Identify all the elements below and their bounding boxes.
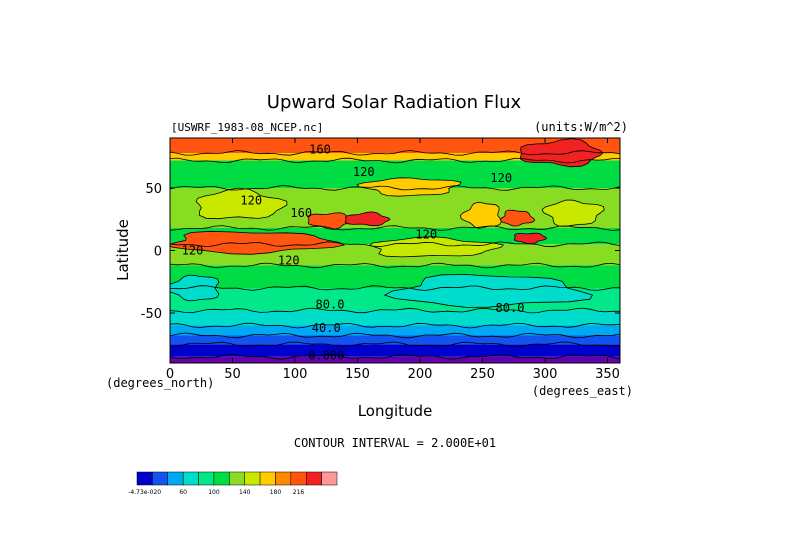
heatmap-patch	[344, 211, 391, 227]
colorbar-swatch	[152, 471, 169, 486]
contour-line	[170, 150, 620, 156]
contour-line	[170, 332, 620, 339]
contour-line	[170, 307, 620, 314]
contour-line	[170, 262, 620, 269]
colorbar-swatch	[290, 471, 307, 486]
contour-label: 120	[415, 227, 437, 241]
dataset-label: [USWRF_1983-08_NCEP.nc]	[171, 121, 323, 134]
heatmap-band	[170, 138, 620, 153]
contour-label: 120	[182, 244, 204, 258]
heatmap-patch	[383, 274, 594, 308]
heatmap-patch	[499, 209, 536, 227]
colorbar-tick-label: 100	[208, 489, 220, 496]
heatmap-band	[170, 335, 620, 345]
colorbar-tick-label: -4.73e-020	[128, 489, 161, 496]
contour-label: 80.0	[496, 301, 525, 315]
y-tick-label: 50	[145, 182, 162, 197]
colorbar-swatch	[305, 471, 322, 486]
heatmap-patch	[541, 199, 605, 227]
colorbar-swatch	[198, 471, 215, 486]
contour-line	[170, 225, 620, 231]
heatmap-patch	[195, 187, 288, 220]
contour-label: 40.0	[312, 321, 341, 335]
y-tick-label: -50	[141, 307, 162, 322]
colorbar-tick-label: 60	[179, 489, 187, 496]
contour-label: 120	[278, 254, 300, 268]
x-tick-label: 150	[345, 367, 370, 382]
y-axis-ticks: 50 0 -50	[141, 182, 620, 322]
contour-label: 120	[240, 194, 262, 208]
heatmap-patch	[170, 274, 220, 302]
heatmap-band	[170, 344, 620, 357]
x-axis-label: Longitude	[358, 402, 433, 420]
colorbar-labels: -4.73e-020 60 100 140 180 216	[128, 489, 304, 496]
colorbar-swatch	[182, 471, 199, 486]
contour-line	[170, 157, 620, 164]
heatmap-band	[170, 153, 620, 161]
heatmap-patches	[170, 138, 605, 308]
plot-area: 160 120 120 120 160 120 120 120 80.0 80.0 40.0 0.00…	[169, 137, 621, 364]
contour-label: 120	[490, 171, 512, 185]
y-unit-label: (degrees_north)	[106, 376, 214, 390]
x-tick-label: 250	[470, 367, 495, 382]
x-tick-label: 350	[595, 367, 620, 382]
chart-title: Upward Solar Radiation Flux	[267, 92, 522, 113]
x-tick-label: 0	[166, 367, 174, 382]
x-tick-label: 100	[283, 367, 308, 382]
colorbar-swatch	[229, 471, 245, 486]
contour-line	[170, 322, 620, 329]
heatmap-patch	[369, 236, 504, 258]
contour-line	[170, 341, 620, 348]
heatmap-band	[170, 356, 620, 363]
colorbar-swatch	[136, 471, 153, 486]
contour-label: 160	[309, 142, 331, 156]
heatmap-band	[170, 325, 620, 336]
x-tick-label: 200	[408, 367, 433, 382]
contour-line	[170, 285, 620, 291]
contour-label: 120	[353, 165, 375, 179]
colorbar-swatch	[259, 471, 276, 486]
colorbar-tick-label: 180	[270, 489, 282, 496]
x-axis-ticks: 0 50 100 150 200 250 300 350	[166, 138, 620, 382]
contour-lines	[170, 150, 620, 360]
y-tick-label: 0	[154, 245, 162, 260]
colorbar-tick-label: 216	[293, 489, 305, 496]
contour-interval-label: CONTOUR INTERVAL = 2.000E+01	[294, 436, 496, 450]
colorbar-swatch	[275, 471, 292, 486]
colorbar-swatch	[167, 471, 184, 486]
colorbar-swatch	[244, 471, 261, 486]
heatmap-patch	[513, 232, 547, 245]
heatmap-patch	[307, 212, 354, 230]
contour-label: 80.0	[316, 297, 345, 311]
y-axis-label: Latitude	[114, 219, 132, 281]
contour-label: 160	[290, 206, 312, 220]
colorbar	[136, 471, 338, 486]
contour-line	[170, 241, 620, 248]
colorbar-swatch	[213, 471, 230, 486]
contour-labels: 160 120 120 120 160 120 120 120 80.0 80.0 40.0 0.00…	[182, 142, 525, 362]
contour-line	[170, 185, 620, 191]
colorbar-tick-label: 140	[239, 489, 251, 496]
x-unit-label: (degrees_east)	[532, 384, 633, 398]
x-tick-label: 50	[224, 367, 241, 382]
heatmap-band	[170, 310, 620, 326]
contour-label: 0.000	[308, 349, 344, 363]
colorbar-swatch	[321, 471, 338, 486]
x-tick-label: 300	[533, 367, 558, 382]
units-label: (units:W/m^2)	[534, 120, 628, 134]
